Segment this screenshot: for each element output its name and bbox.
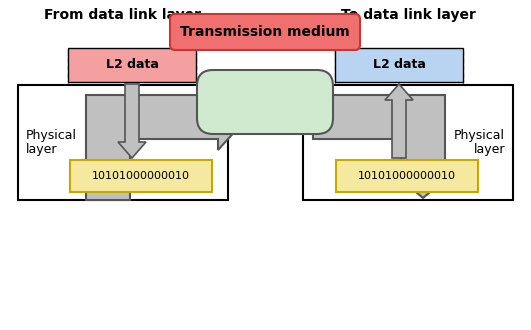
- Text: Physical
layer: Physical layer: [26, 128, 77, 156]
- Polygon shape: [86, 84, 248, 200]
- Bar: [18, 85, 228, 200]
- Text: From data link layer: From data link layer: [45, 8, 201, 22]
- Text: 10101000000010: 10101000000010: [358, 171, 456, 181]
- Polygon shape: [385, 84, 413, 158]
- Bar: [335, 48, 463, 82]
- Text: Physical
layer: Physical layer: [454, 128, 505, 156]
- Text: To data link layer: To data link layer: [340, 8, 475, 22]
- Bar: [336, 160, 478, 192]
- FancyBboxPatch shape: [197, 70, 333, 134]
- FancyBboxPatch shape: [170, 14, 360, 50]
- Text: L2 data: L2 data: [106, 58, 158, 72]
- Bar: [68, 48, 196, 82]
- Text: L2 data: L2 data: [373, 58, 425, 72]
- Polygon shape: [118, 84, 146, 158]
- Bar: [70, 160, 212, 192]
- Bar: [303, 85, 513, 200]
- Text: 10101000000010: 10101000000010: [92, 171, 190, 181]
- Text: Transmission medium: Transmission medium: [180, 25, 350, 39]
- Polygon shape: [313, 95, 456, 198]
